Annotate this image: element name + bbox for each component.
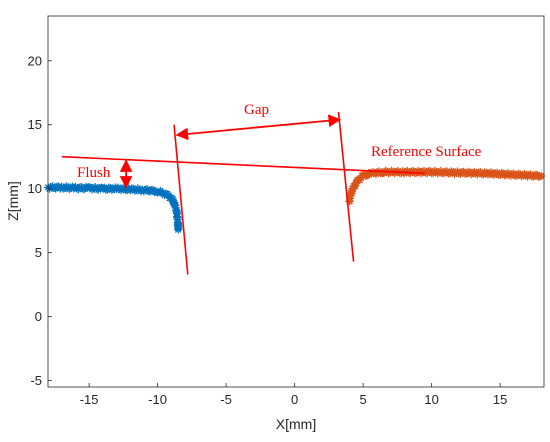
data-point	[351, 182, 360, 191]
y-tick-label: -5	[30, 373, 42, 388]
x-axis-label: X[mm]	[276, 416, 316, 432]
x-tick-label: 10	[424, 392, 438, 407]
plot-area	[48, 16, 544, 387]
x-tick-label: -15	[80, 392, 99, 407]
x-tick-label: 5	[360, 392, 367, 407]
y-tick-label: 5	[35, 245, 42, 260]
y-tick-label: 0	[35, 309, 42, 324]
x-tick-label: -5	[220, 392, 232, 407]
annotation-flush-label: Flush	[77, 165, 111, 181]
y-axis-label: Z[mm]	[5, 181, 21, 221]
y-tick-label: 10	[28, 181, 42, 196]
y-tick-label: 15	[28, 117, 42, 132]
y-tick-label: 20	[28, 53, 42, 68]
annotation-arrow-gap	[175, 114, 342, 141]
x-tick-label: -10	[148, 392, 167, 407]
axes-box	[47, 15, 545, 388]
data-point	[537, 171, 546, 180]
data-point	[355, 176, 364, 185]
x-tick-label: 0	[291, 392, 298, 407]
annotation-gap-label: Gap	[244, 102, 269, 118]
annotation-reference-surface-label: Reference Surface	[371, 144, 482, 160]
x-tick-label: 15	[493, 392, 507, 407]
annotation-line-gap	[173, 124, 189, 275]
data-point	[174, 225, 183, 234]
